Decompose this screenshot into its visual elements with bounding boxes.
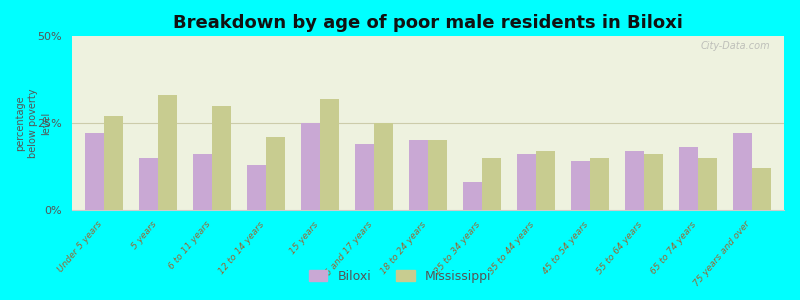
Bar: [536, 151, 554, 210]
Bar: [247, 165, 266, 210]
Bar: [679, 147, 698, 210]
Bar: [698, 158, 717, 210]
Bar: [644, 154, 662, 210]
Bar: [733, 134, 752, 210]
Bar: [139, 158, 158, 210]
Bar: [86, 134, 104, 210]
Bar: [463, 182, 482, 210]
Bar: [590, 158, 609, 210]
Bar: [409, 140, 428, 210]
Legend: Biloxi, Mississippi: Biloxi, Mississippi: [304, 265, 496, 288]
Bar: [571, 161, 590, 210]
Bar: [355, 144, 374, 210]
Title: Breakdown by age of poor male residents in Biloxi: Breakdown by age of poor male residents …: [173, 14, 683, 32]
Text: City-Data.com: City-Data.com: [700, 41, 770, 51]
Bar: [302, 123, 320, 210]
Bar: [428, 140, 447, 210]
Bar: [320, 99, 339, 210]
Bar: [194, 154, 212, 210]
Bar: [104, 116, 123, 210]
Bar: [625, 151, 644, 210]
Bar: [374, 123, 393, 210]
Bar: [158, 95, 177, 210]
Bar: [266, 137, 285, 210]
Bar: [517, 154, 536, 210]
Bar: [752, 168, 770, 210]
Bar: [482, 158, 501, 210]
Bar: [212, 106, 231, 210]
Y-axis label: percentage
below poverty
level: percentage below poverty level: [15, 88, 51, 158]
